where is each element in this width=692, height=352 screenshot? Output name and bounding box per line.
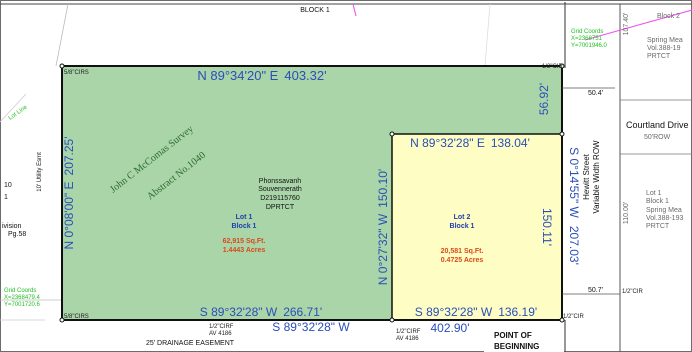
west-line-bearing: N 0°08'00" E207.25' [62,136,76,249]
spring-meadows-block: Block 1 [646,198,669,205]
south-lot-2-bearing: S 89°32'28" W 136.19' [415,305,537,319]
corner-monument [389,317,395,323]
corner-se-label: 1/2"CIR [563,314,584,320]
south-lot-1-bearing: S 89°32'28" W 266.71' [200,305,322,319]
south-total-bearing: S 89°32'28" W [272,320,350,334]
south-total-distance: 402.90' [431,321,470,335]
lot-2-sqft: 20,581 Sq.Ft. [441,248,484,255]
owner-ref: DPRTCT [266,204,295,211]
utility-easement-label: 10' Utility Esmt [37,152,43,192]
division-line-bearing: N 0°27'32" W150.10' [376,169,390,285]
owner-name-1: Phonssavanh [259,178,302,185]
drainage-easement-label: 25' DRAINAGE EASEMENT [146,340,235,347]
lot-2-label: Lot 2 [454,214,471,221]
adjacent-lot-line [0,93,27,123]
left-division-page: Pg.58 [8,231,26,238]
side-dim-mid: 110.00' [623,202,630,224]
corner-e-label: 1/2"CIR [622,289,643,295]
spring-meadows-lot-1: Spring Mea [646,207,682,214]
left-lot-number-2: 1 [4,194,8,201]
corner-ne-label: 1/2"CIR [542,64,563,70]
lot-2-block: Block 1 [450,223,475,230]
spring-meadows-lot-3: PRTCT [646,223,670,230]
grid-coords-sw-x: X=2368479.4 [4,295,41,301]
pob-line-1: POINT OF [494,331,532,340]
corner-block-label: Block 2 [657,13,680,20]
grid-coords-ne-title: Grid Coords [571,29,603,35]
corner-monument [59,317,65,323]
hewitt-street-row: Variable Width ROW [592,140,601,214]
pob-box [484,326,564,352]
spring-meadows-lot-2: Vol.388-193 [646,215,683,222]
lot-1-sqft: 62,915 Sq.Ft. [223,238,266,245]
courtland-drive-row: 50'ROW [644,134,671,141]
lot-2-east-distance: 150.11' [540,208,554,246]
lot-2-area [392,134,562,320]
corner-s2b-label: AV 4186 [396,336,419,342]
setback-bottom: 50.7' [588,287,603,294]
lot-1-label: Lot 1 [236,214,253,221]
side-dim-top: 107.40' [623,13,630,36]
spring-meadows-top-2: Vol.388-19 [647,45,681,52]
pob-line-2: BEGINNING [494,342,539,351]
spring-meadows-lot: Lot 1 [646,190,662,197]
top-block-label: BLOCK 1 [300,7,330,14]
owner-name-2: Souvennerath [258,186,302,193]
adjacent-lot-line [484,3,491,67]
lot-1-area [62,66,562,320]
courtland-drive-name: Courtland Drive [626,120,689,130]
adjacent-lot-line [55,3,69,67]
corner-sw-label: 5/8"CIRS [64,314,89,320]
corner-monument [559,63,565,69]
setback-top: 50.4' [588,90,603,97]
magenta-line [584,9,692,41]
grid-coords-ne-x: X=2368751 [571,36,603,42]
corner-nw-label: 5/8"CIRS [64,70,89,76]
corner-s2-label: 1/2"CIRF [396,329,421,335]
corner-s1-label: 1/2"CIRF [209,324,234,330]
magenta-line [352,3,357,17]
corner-monument [59,63,65,69]
lot-1-block: Block 1 [232,223,257,230]
hewitt-street-name: Hewitt Street [582,153,591,200]
corner-monument [559,131,565,137]
grid-coords-ne-y: Y=7001946.0 [571,43,608,49]
lot-2-north-bearing: N 89°32'28" E 138.04' [410,136,530,150]
left-lot-number: 10 [4,182,12,189]
grid-coords-sw-y: Y=7001720.6 [4,302,41,308]
grid-coords-sw-title: Grid Coords [4,288,36,294]
east-top-distance: 56.92' [537,83,551,115]
spring-meadows-top-1: Spring Mea [647,37,683,44]
north-line-bearing: N 89°34'20" E 403.32' [197,68,326,83]
east-line-bearing: S 0°14'55" W207.03' [567,147,581,265]
left-division-label: ivision [2,223,22,230]
corner-monument [389,131,395,137]
lot-2-acres: 0.4725 Acres [441,257,484,264]
spring-meadows-top-3: PRTCT [647,53,671,60]
lot-1-acres: 1.4443 Acres [223,247,266,254]
owner-record: D219115760 [260,195,300,202]
corner-s1b-label: AV 4186 [209,331,232,337]
corner-monument [559,317,565,323]
